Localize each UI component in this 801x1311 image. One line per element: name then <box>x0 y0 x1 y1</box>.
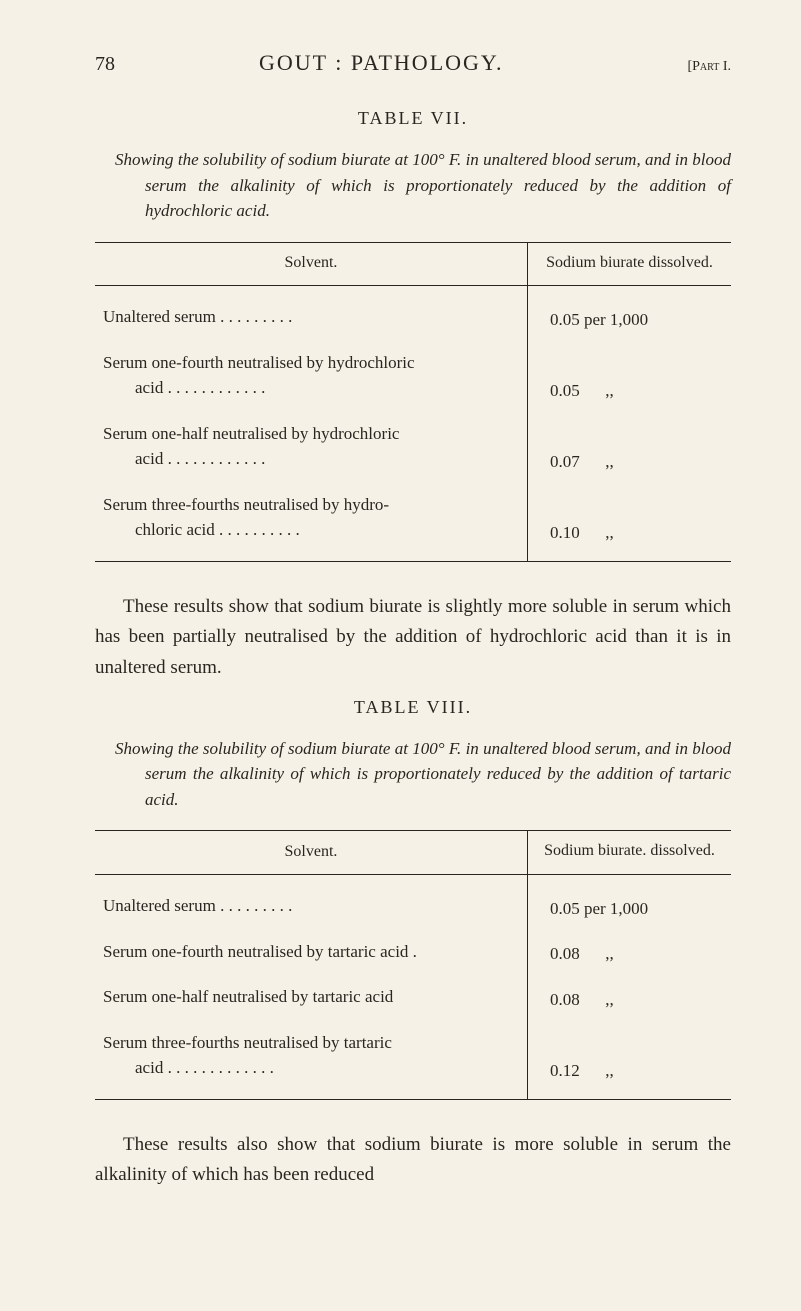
page-container: 78 GOUT : PATHOLOGY. [Part I. TABLE VII.… <box>0 0 801 1311</box>
value-cell: 0.08 ,, <box>527 929 731 975</box>
value-cell: 0.05 per 1,000 <box>527 286 731 340</box>
table7-caption: Showing the solubility of sodium biurate… <box>95 147 731 224</box>
solvent-cell: Serum three-fourths neutralised by tarta… <box>95 1020 527 1100</box>
solvent-cell: Serum one-half neutralised by tartaric a… <box>95 974 527 1020</box>
value-cell: 0.10 ,, <box>527 482 731 562</box>
solvent-text: Unaltered serum . . . . . . . . . <box>103 307 292 326</box>
table7-label: TABLE VII. <box>95 108 731 129</box>
table-row: Unaltered serum . . . . . . . . . 0.05 p… <box>95 286 731 340</box>
solvent-text: Unaltered serum . . . . . . . . . <box>103 896 292 915</box>
table-row: Serum three-fourths neutralised by tarta… <box>95 1020 731 1100</box>
value-cell: 0.05 per 1,000 <box>527 875 731 929</box>
solvent-cell: Serum one-half neutralised by hydrochlor… <box>95 411 527 482</box>
value-cell: 0.08 ,, <box>527 974 731 1020</box>
table8-col2-header: Sodium biurate. dissolved. <box>527 831 731 875</box>
table8-col1-header: Solvent. <box>95 831 527 875</box>
table-row: Serum three-fourths neutralised by hydro… <box>95 482 731 562</box>
solvent-cell: Unaltered serum . . . . . . . . . <box>95 875 527 929</box>
solvent-text: Serum three-fourths neutralised by tarta… <box>103 1033 392 1052</box>
value-cell: 0.12 ,, <box>527 1020 731 1100</box>
table7: Solvent. Sodium biurate dissolved. Unalt… <box>95 242 731 562</box>
solvent-cell: Unaltered serum . . . . . . . . . <box>95 286 527 340</box>
solvent-cell: Serum one-fourth neutralised by tartaric… <box>95 929 527 975</box>
part-label: [Part I. <box>687 59 731 75</box>
table8: Solvent. Sodium biurate. dissolved. Unal… <box>95 830 731 1099</box>
paragraph-1: These results show that sodium biurate i… <box>95 592 731 683</box>
table8-label: TABLE VIII. <box>95 697 731 718</box>
solvent-text-line2: acid . . . . . . . . . . . . . <box>103 1055 519 1081</box>
page-title: GOUT : PATHOLOGY. <box>75 50 687 76</box>
solvent-cell: Serum one-fourth neutralised by hydrochl… <box>95 340 527 411</box>
value-cell: 0.05 ,, <box>527 340 731 411</box>
solvent-text: Serum three-fourths neutralised by hydro… <box>103 495 389 514</box>
solvent-text: Serum one-half neutralised by tartaric a… <box>103 987 393 1006</box>
paragraph-2: These results also show that sodium biur… <box>95 1130 731 1191</box>
table-row: Serum one-half neutralised by hydrochlor… <box>95 411 731 482</box>
solvent-text-line2: acid . . . . . . . . . . . . <box>103 446 519 472</box>
table-row: Serum one-half neutralised by tartaric a… <box>95 974 731 1020</box>
solvent-text: Serum one-fourth neutralised by tartaric… <box>103 942 417 961</box>
solvent-text: Serum one-half neutralised by hydrochlor… <box>103 424 399 443</box>
table8-caption: Showing the solubility of sodium biurate… <box>95 736 731 813</box>
table7-col1-header: Solvent. <box>95 242 527 286</box>
solvent-cell: Serum three-fourths neutralised by hydro… <box>95 482 527 562</box>
solvent-text: Serum one-fourth neutralised by hydrochl… <box>103 353 415 372</box>
table-row: Serum one-fourth neutralised by tartaric… <box>95 929 731 975</box>
value-cell: 0.07 ,, <box>527 411 731 482</box>
solvent-text-line2: acid . . . . . . . . . . . . <box>103 375 519 401</box>
table-row: Serum one-fourth neutralised by hydrochl… <box>95 340 731 411</box>
table-row: Unaltered serum . . . . . . . . . 0.05 p… <box>95 875 731 929</box>
solvent-text-line2: chloric acid . . . . . . . . . . <box>103 517 519 543</box>
page-header: 78 GOUT : PATHOLOGY. [Part I. <box>95 50 731 76</box>
table7-col2-header: Sodium biurate dissolved. <box>527 242 731 286</box>
